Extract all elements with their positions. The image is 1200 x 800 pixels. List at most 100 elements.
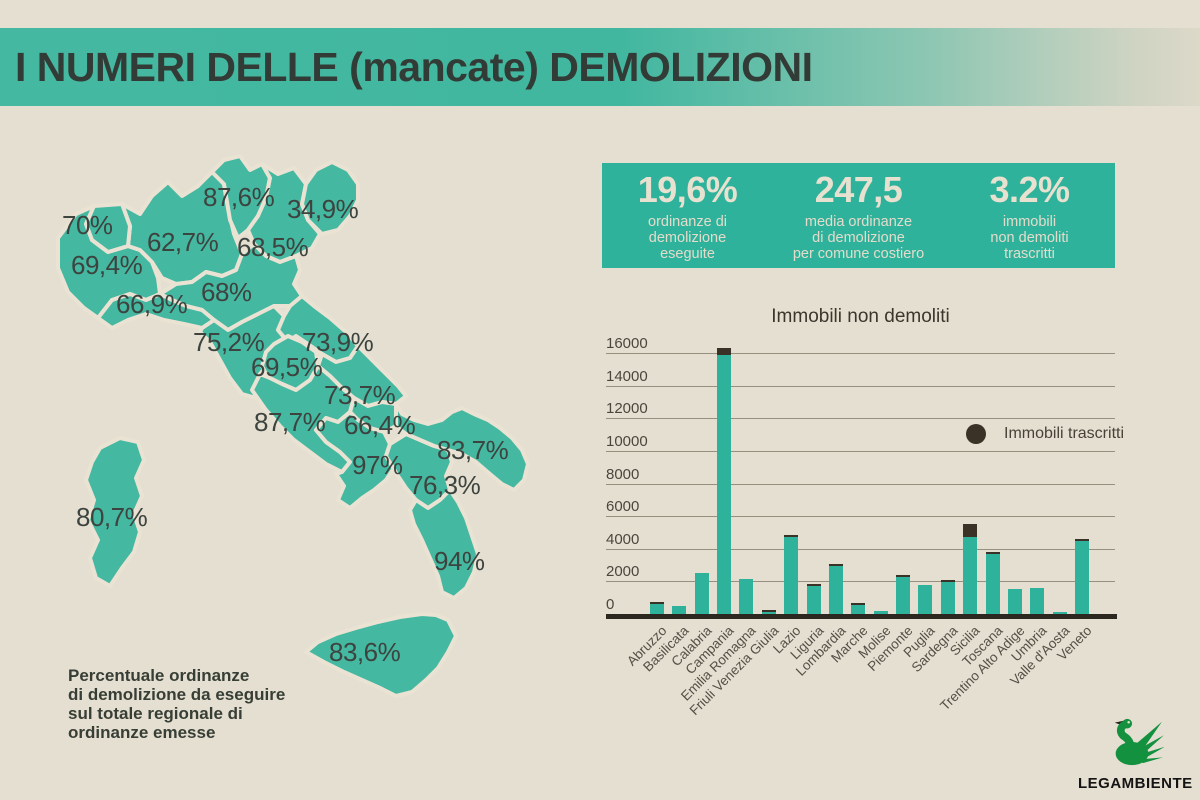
y-tick-label: 14000 (606, 367, 648, 385)
map-label-umbria: 69,5% (251, 352, 323, 382)
y-tick-label: 6000 (606, 498, 640, 516)
chart-legend: Immobili trascritti (966, 424, 1124, 444)
gridline-10000 (606, 450, 1115, 452)
bar-abruzzo (650, 604, 664, 614)
logo-text: LEGAMBIENTE (1078, 775, 1193, 792)
gridline-16000 (606, 353, 1115, 354)
bar-cap-abruzzo (650, 602, 664, 605)
map-caption-line: di demolizione da eseguire (68, 685, 286, 704)
header-band: I NUMERI DELLE (mancate) DEMOLIZIONI (0, 28, 1200, 106)
y-tick-label: 0 (606, 596, 615, 613)
map-label-friuli-venezia-giulia: 34,9% (287, 194, 359, 224)
bar-cap-lazio (784, 534, 799, 537)
y-tick-label: 10000 (606, 432, 648, 450)
gridline-2000 (606, 581, 1115, 583)
stat-2: 3.2% immobili non demoliti trascritti (944, 169, 1115, 262)
map-label-liguria: 66,9% (116, 289, 188, 319)
stat-label: immobili non demoliti trascritti (990, 214, 1069, 262)
map-label-calabria: 94% (434, 546, 485, 576)
swan-icon (1114, 718, 1165, 766)
map-caption-line: sul totale regionale di (68, 704, 243, 723)
map-label-valle-d-aosta: 70% (62, 210, 113, 240)
map-caption-line: Percentuale ordinanze (68, 666, 250, 685)
bar-emilia-romagna (739, 578, 754, 614)
stat-value: 247,5 (814, 169, 903, 210)
bar-valle-d-aosta (1052, 612, 1067, 614)
map-label-veneto: 68,5% (237, 232, 309, 262)
bar-cap-sardegna (940, 580, 955, 583)
stat-0: 19,6% ordinanze di demolizione eseguite (602, 169, 773, 262)
region-sardegna (84, 436, 146, 588)
gridline-8000 (606, 483, 1115, 485)
stat-panel: 19,6% ordinanze di demolizione eseguite 247,… (602, 163, 1115, 268)
y-tick-label: 4000 (606, 530, 640, 548)
bar-lazio (784, 536, 799, 614)
bar-marche (851, 605, 866, 614)
map-label-marche: 73,9% (302, 327, 374, 357)
map-label-toscana: 75,2% (193, 327, 265, 357)
bar-liguria (806, 586, 821, 614)
bar-campania (717, 354, 732, 614)
region-campania (314, 410, 396, 510)
bar-cap-campania (717, 347, 732, 355)
map-label-piemonte: 69,4% (71, 250, 143, 280)
stat-1: 247,5 media ordinanze di demolizione per co… (773, 169, 944, 262)
stat-label: ordinanze di demolizione eseguite (648, 214, 727, 262)
region-sicilia (304, 612, 458, 698)
region-liguria (96, 292, 216, 330)
map-label-molise: 66,4% (344, 410, 416, 440)
bar-cap-sicilia (963, 523, 978, 537)
region-valle-d-aosta (84, 202, 132, 254)
bar-cap-toscana (985, 552, 1000, 555)
x-axis-line (606, 614, 1117, 619)
bar-basilicata (672, 605, 687, 614)
map-label-abruzzo: 73,7% (324, 380, 396, 410)
y-tick-label: 2000 (606, 563, 640, 581)
bar-friuli-venezia-giulia (761, 611, 776, 614)
bar-cap-piemonte (896, 575, 911, 578)
bar-cap-lombardia (828, 563, 843, 566)
chart-title: Immobili non demoliti (771, 306, 950, 327)
bar-molise (873, 610, 888, 614)
map-label-lombardia: 62,7% (147, 227, 219, 257)
bar-toscana (985, 554, 1000, 614)
map-caption-line: ordinanze emesse (68, 723, 216, 742)
stat-value: 3.2% (989, 169, 1070, 210)
page-title: I NUMERI DELLE (mancate) DEMOLIZIONI (15, 43, 813, 90)
bar-puglia (918, 584, 933, 614)
map-label-puglia: 83,7% (437, 435, 509, 465)
bar-piemonte (896, 577, 911, 614)
bar-lombardia (828, 565, 843, 614)
gridline-6000 (606, 516, 1115, 518)
gridline-14000 (606, 385, 1115, 387)
map-label-trentino-alto-adige: 87,6% (203, 182, 275, 212)
stat-label: media ordinanze di demolizione per comune … (792, 214, 925, 262)
bar-calabria (694, 573, 709, 614)
y-tick-label: 12000 (606, 400, 648, 418)
legambiente-logo: LEGAMBIENTE (1078, 714, 1193, 792)
bar-sicilia (963, 537, 978, 614)
bar-cap-liguria (806, 584, 821, 587)
map-label-emilia-romagna: 68% (201, 277, 252, 307)
gridline-12000 (606, 418, 1115, 420)
map-label-lazio: 87,7% (254, 407, 326, 437)
bar-cap-veneto (1075, 538, 1090, 541)
map-label-sardegna: 80,7% (76, 502, 148, 532)
bar-cap-marche (851, 603, 866, 606)
map-label-basilicata: 76,3% (409, 470, 481, 500)
bar-veneto (1075, 540, 1090, 614)
legend-label: Immobili trascritti (1004, 425, 1125, 442)
map-caption: Percentuale ordinanze di demolizione da e… (68, 666, 285, 742)
y-tick-label: 8000 (606, 465, 640, 483)
map-label-sicilia: 83,6% (329, 637, 401, 667)
region-calabria (408, 488, 480, 600)
gridline-4000 (606, 548, 1115, 550)
region-friuli-venezia-giulia (300, 160, 360, 236)
y-tick-label: 16000 (606, 335, 648, 352)
map-label-campania: 97% (352, 450, 403, 480)
bar-cap-friuli-venezia-giulia (761, 609, 776, 612)
bar-umbria (1030, 587, 1045, 614)
bar-sardegna (940, 582, 955, 614)
